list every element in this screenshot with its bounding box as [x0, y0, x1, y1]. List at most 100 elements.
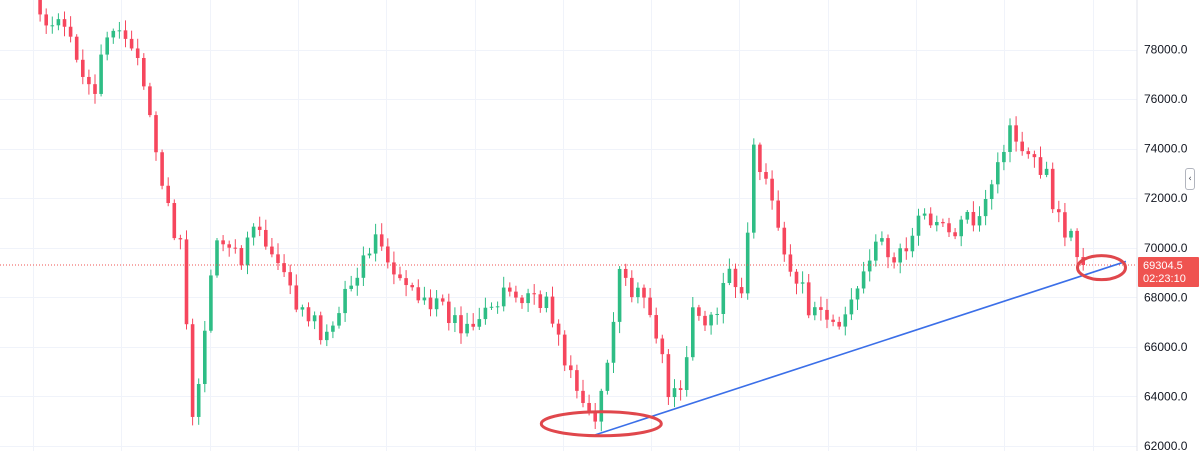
candle [855, 286, 860, 310]
candle-body [983, 199, 988, 217]
candle-body [605, 362, 610, 391]
candle-body [172, 203, 177, 239]
countdown-label: 02:23:10 [1143, 273, 1186, 285]
candle-body [715, 313, 719, 315]
candle-body [477, 319, 482, 327]
candle [489, 302, 494, 310]
candle [874, 234, 878, 267]
candle [1069, 228, 1073, 242]
candle-body [190, 324, 195, 417]
candle-body [221, 240, 225, 245]
candle-body [178, 238, 183, 240]
candle [1020, 131, 1024, 156]
candle [453, 307, 457, 333]
candle [361, 246, 366, 287]
candle-body [465, 323, 469, 334]
candle-body [318, 315, 323, 341]
candle [349, 275, 353, 292]
candle [721, 272, 726, 324]
candle-body [965, 211, 970, 220]
candle [416, 279, 421, 304]
candle-body [636, 287, 640, 298]
candle [593, 402, 597, 429]
candle-body [739, 287, 744, 294]
candle-body [562, 334, 567, 366]
candle [983, 189, 988, 226]
candle-body [776, 200, 780, 228]
candle [752, 138, 756, 239]
candle [727, 258, 732, 286]
candle [105, 31, 109, 61]
candle [398, 266, 402, 281]
candle [922, 208, 927, 220]
candle [935, 215, 939, 232]
candle-body [361, 255, 366, 278]
candle [221, 235, 225, 252]
candle [38, 0, 42, 22]
ellipse-annotation[interactable] [539, 410, 663, 438]
chevron-left-icon[interactable]: ‹ [1185, 168, 1195, 190]
candle-body [392, 262, 396, 275]
candle-body [62, 19, 67, 27]
candle-body [422, 297, 427, 301]
candle [941, 218, 945, 227]
candle-body [630, 277, 634, 298]
candles [38, 0, 1085, 432]
candle [794, 268, 799, 295]
drawings[interactable] [0, 254, 1137, 438]
candle-body [782, 227, 787, 255]
candle-body [672, 388, 677, 398]
candle-body [148, 86, 152, 116]
candle-body [904, 248, 909, 252]
candle [148, 82, 152, 118]
candle [648, 287, 652, 318]
candle-body [483, 307, 488, 320]
candle [776, 190, 780, 231]
candle-body [947, 223, 951, 233]
candle [465, 312, 469, 337]
y-tick-label: 78000.0 [1144, 43, 1188, 57]
candle [1075, 228, 1079, 268]
candle-body [910, 235, 915, 252]
candle-body [867, 260, 872, 272]
candle-body [733, 268, 738, 288]
candle [880, 231, 884, 246]
candle-body [416, 287, 421, 301]
price-axis[interactable]: 62000.0 64000.0 66000.0 68000.0 70000.0 72000… [1138, 43, 1199, 451]
candle [556, 319, 561, 346]
candle-body [593, 412, 597, 422]
candle-body [971, 211, 976, 226]
ellipse-annotation[interactable] [1076, 254, 1127, 282]
candle [520, 295, 524, 309]
candle [257, 216, 262, 237]
candle-body [1014, 125, 1018, 142]
candle [203, 320, 207, 393]
candle-body [880, 238, 884, 242]
candle-body [1026, 151, 1031, 155]
y-tick-label: 72000.0 [1144, 191, 1188, 205]
candle [50, 16, 55, 34]
y-tick-label: 62000.0 [1144, 439, 1188, 451]
candle-body [1002, 151, 1006, 163]
candle-body [892, 257, 896, 263]
candle-body [105, 37, 109, 55]
candle [691, 296, 695, 361]
candle-body [453, 315, 457, 324]
candle-body [514, 291, 518, 298]
candle [837, 316, 841, 330]
candle [434, 290, 439, 317]
candle-body [520, 297, 524, 304]
candle [849, 288, 854, 321]
candle [904, 237, 909, 260]
trend-line[interactable] [594, 260, 1127, 436]
candle [550, 286, 555, 328]
candle [617, 266, 622, 334]
candle [190, 318, 195, 426]
candle-body [251, 226, 256, 238]
candle [684, 346, 689, 397]
candle [1038, 146, 1043, 179]
candle [611, 312, 616, 374]
candle [306, 302, 311, 327]
